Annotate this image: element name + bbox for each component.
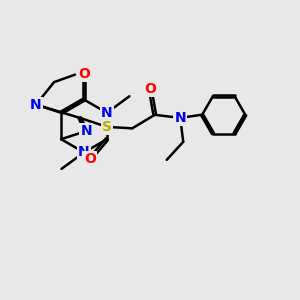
Text: N: N [174,111,186,125]
Text: O: O [78,67,90,81]
Text: O: O [84,152,96,166]
Text: S: S [102,120,112,134]
Text: N: N [101,106,113,120]
Text: N: N [30,98,42,112]
Text: N: N [78,146,90,159]
Text: N: N [80,124,92,138]
Text: O: O [144,82,156,96]
